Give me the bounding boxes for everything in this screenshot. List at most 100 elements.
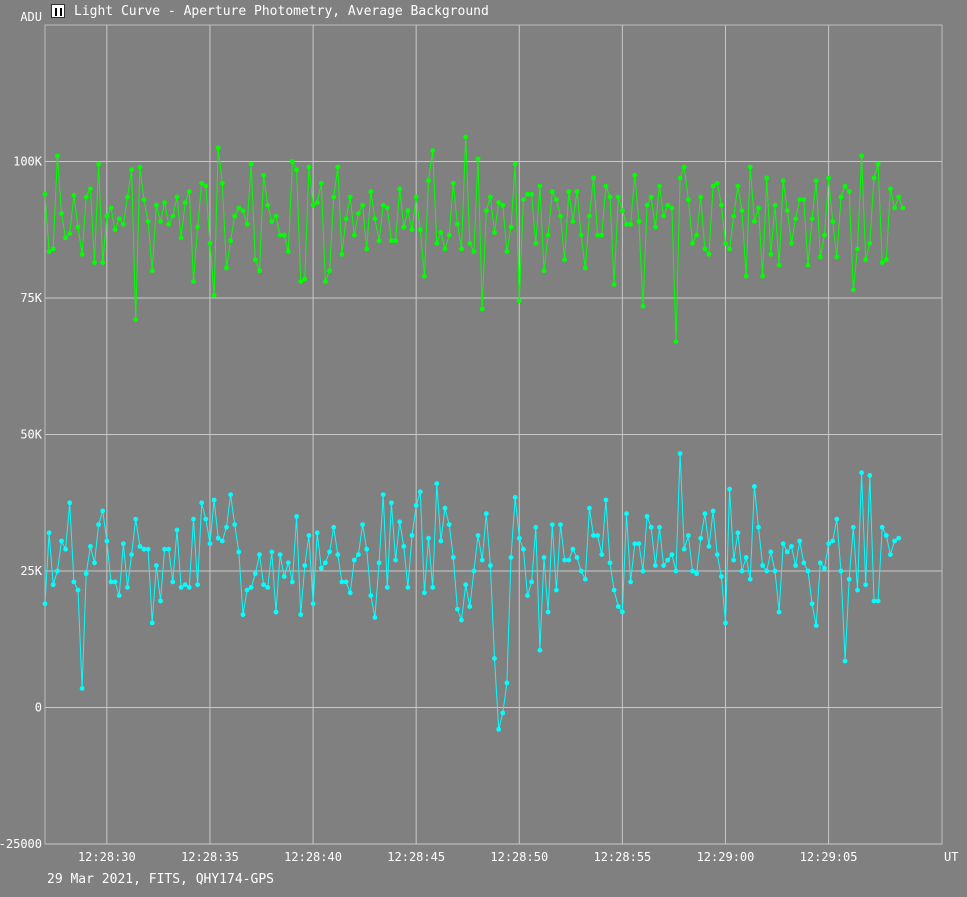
series-1-point: [653, 224, 658, 230]
series-1-point: [838, 194, 844, 200]
series-1-point: [719, 202, 724, 208]
series-1-point: [281, 232, 287, 238]
series-1-point: [867, 241, 873, 246]
series-2-point: [92, 560, 97, 566]
series-1-point: [112, 227, 118, 233]
series-2-point: [747, 576, 753, 582]
series-1-point: [525, 191, 530, 197]
series-1-point: [673, 339, 679, 345]
series-2-point: [756, 524, 761, 530]
series-1-point: [479, 306, 485, 312]
series-2-point: [327, 549, 332, 555]
series-2-point: [71, 579, 77, 585]
x-tick-label: 12:28:50: [490, 850, 548, 864]
series-2-point: [504, 680, 510, 686]
series-2-point: [269, 549, 275, 555]
series-2-point: [364, 546, 370, 552]
series-1-point: [331, 194, 337, 200]
series-1-point: [830, 219, 836, 225]
series-1-point: [455, 221, 460, 227]
series-2-point: [141, 546, 147, 552]
series-1-point: [368, 189, 374, 194]
series-1-point: [314, 200, 320, 205]
series-1-point: [88, 186, 93, 192]
series-1-point: [269, 219, 275, 225]
light-curve-chart[interactable]: -25000 0 25K 50K 75K 100K 12:28:30 12:28:35 12:2…: [0, 0, 967, 870]
series-2-point: [657, 524, 662, 530]
series-2-point: [628, 579, 633, 585]
series-2-point: [677, 451, 683, 456]
series-2-point: [549, 522, 555, 527]
series-1-point: [657, 183, 662, 189]
series-2-point: [240, 612, 246, 618]
series-2-point: [686, 533, 691, 538]
series-1-point: [636, 219, 642, 225]
series-1-point: [587, 213, 592, 219]
series-1-point: [669, 205, 675, 211]
series-2-point: [294, 514, 299, 519]
series-2-point: [714, 552, 720, 557]
series-2-point: [137, 544, 143, 549]
series-2-point: [896, 535, 902, 541]
series-2-point: [459, 617, 464, 623]
series-1-point: [615, 194, 621, 200]
series-2-point: [116, 593, 122, 598]
series-2-point: [257, 552, 262, 557]
series-1-point: [677, 175, 683, 181]
series-2-point: [252, 571, 258, 577]
series-2-point: [541, 555, 547, 560]
series-2-point: [537, 647, 543, 653]
series-1-point: [137, 164, 143, 170]
series-2-point: [125, 585, 130, 590]
series-1-point: [178, 235, 184, 241]
series-2-point: [351, 557, 357, 563]
series-2-point: [521, 546, 526, 552]
series-2-point: [281, 574, 287, 579]
series-2-point: [752, 484, 757, 489]
series-2-point: [640, 568, 646, 574]
x-tick-label: 12:28:35: [181, 850, 239, 864]
series-1-point: [529, 191, 534, 197]
series-2-point: [174, 527, 180, 533]
series-1-point: [665, 202, 671, 208]
series-1-point: [603, 183, 609, 189]
series-2-point: [207, 541, 213, 547]
series-2-point: [871, 598, 877, 604]
series-2-point: [236, 549, 242, 555]
series-1-point: [129, 167, 135, 173]
series-1-point: [516, 298, 522, 304]
series-2-point: [620, 609, 625, 615]
series-1-point: [562, 257, 567, 263]
series-1-point: [174, 194, 180, 200]
y-axis-label: ADU: [20, 10, 42, 24]
series-1-point: [162, 200, 168, 205]
series-2-point: [310, 601, 316, 607]
series-2-point: [121, 541, 126, 547]
series-2-point: [475, 533, 481, 538]
series-1-point: [158, 219, 163, 225]
light-curve-app-icon[interactable]: [51, 4, 65, 18]
window-title: Light Curve - Aperture Photometry, Avera…: [74, 4, 489, 19]
series-1-point: [879, 260, 885, 265]
series-2-point: [822, 565, 827, 571]
series-1-point: [413, 194, 419, 200]
series-2-point: [46, 530, 52, 536]
series-2-point: [892, 538, 897, 544]
series-1-point: [318, 180, 324, 186]
series-2-point: [830, 538, 836, 544]
series-1-point: [780, 178, 786, 184]
series-1-point: [578, 232, 584, 238]
series-2-point: [888, 552, 893, 557]
series-1-point: [422, 273, 427, 279]
series-2-point: [673, 568, 679, 574]
series-2-point: [838, 568, 844, 574]
series-1-point: [310, 202, 316, 208]
series-2-point: [67, 500, 73, 506]
series-1-point: [764, 175, 770, 181]
series-2-point: [545, 609, 551, 615]
series-1-point: [343, 216, 349, 222]
series-2-point: [83, 571, 89, 577]
series-2-point: [158, 598, 163, 604]
series-2-point: [314, 530, 320, 536]
series-1-point: [570, 219, 576, 225]
